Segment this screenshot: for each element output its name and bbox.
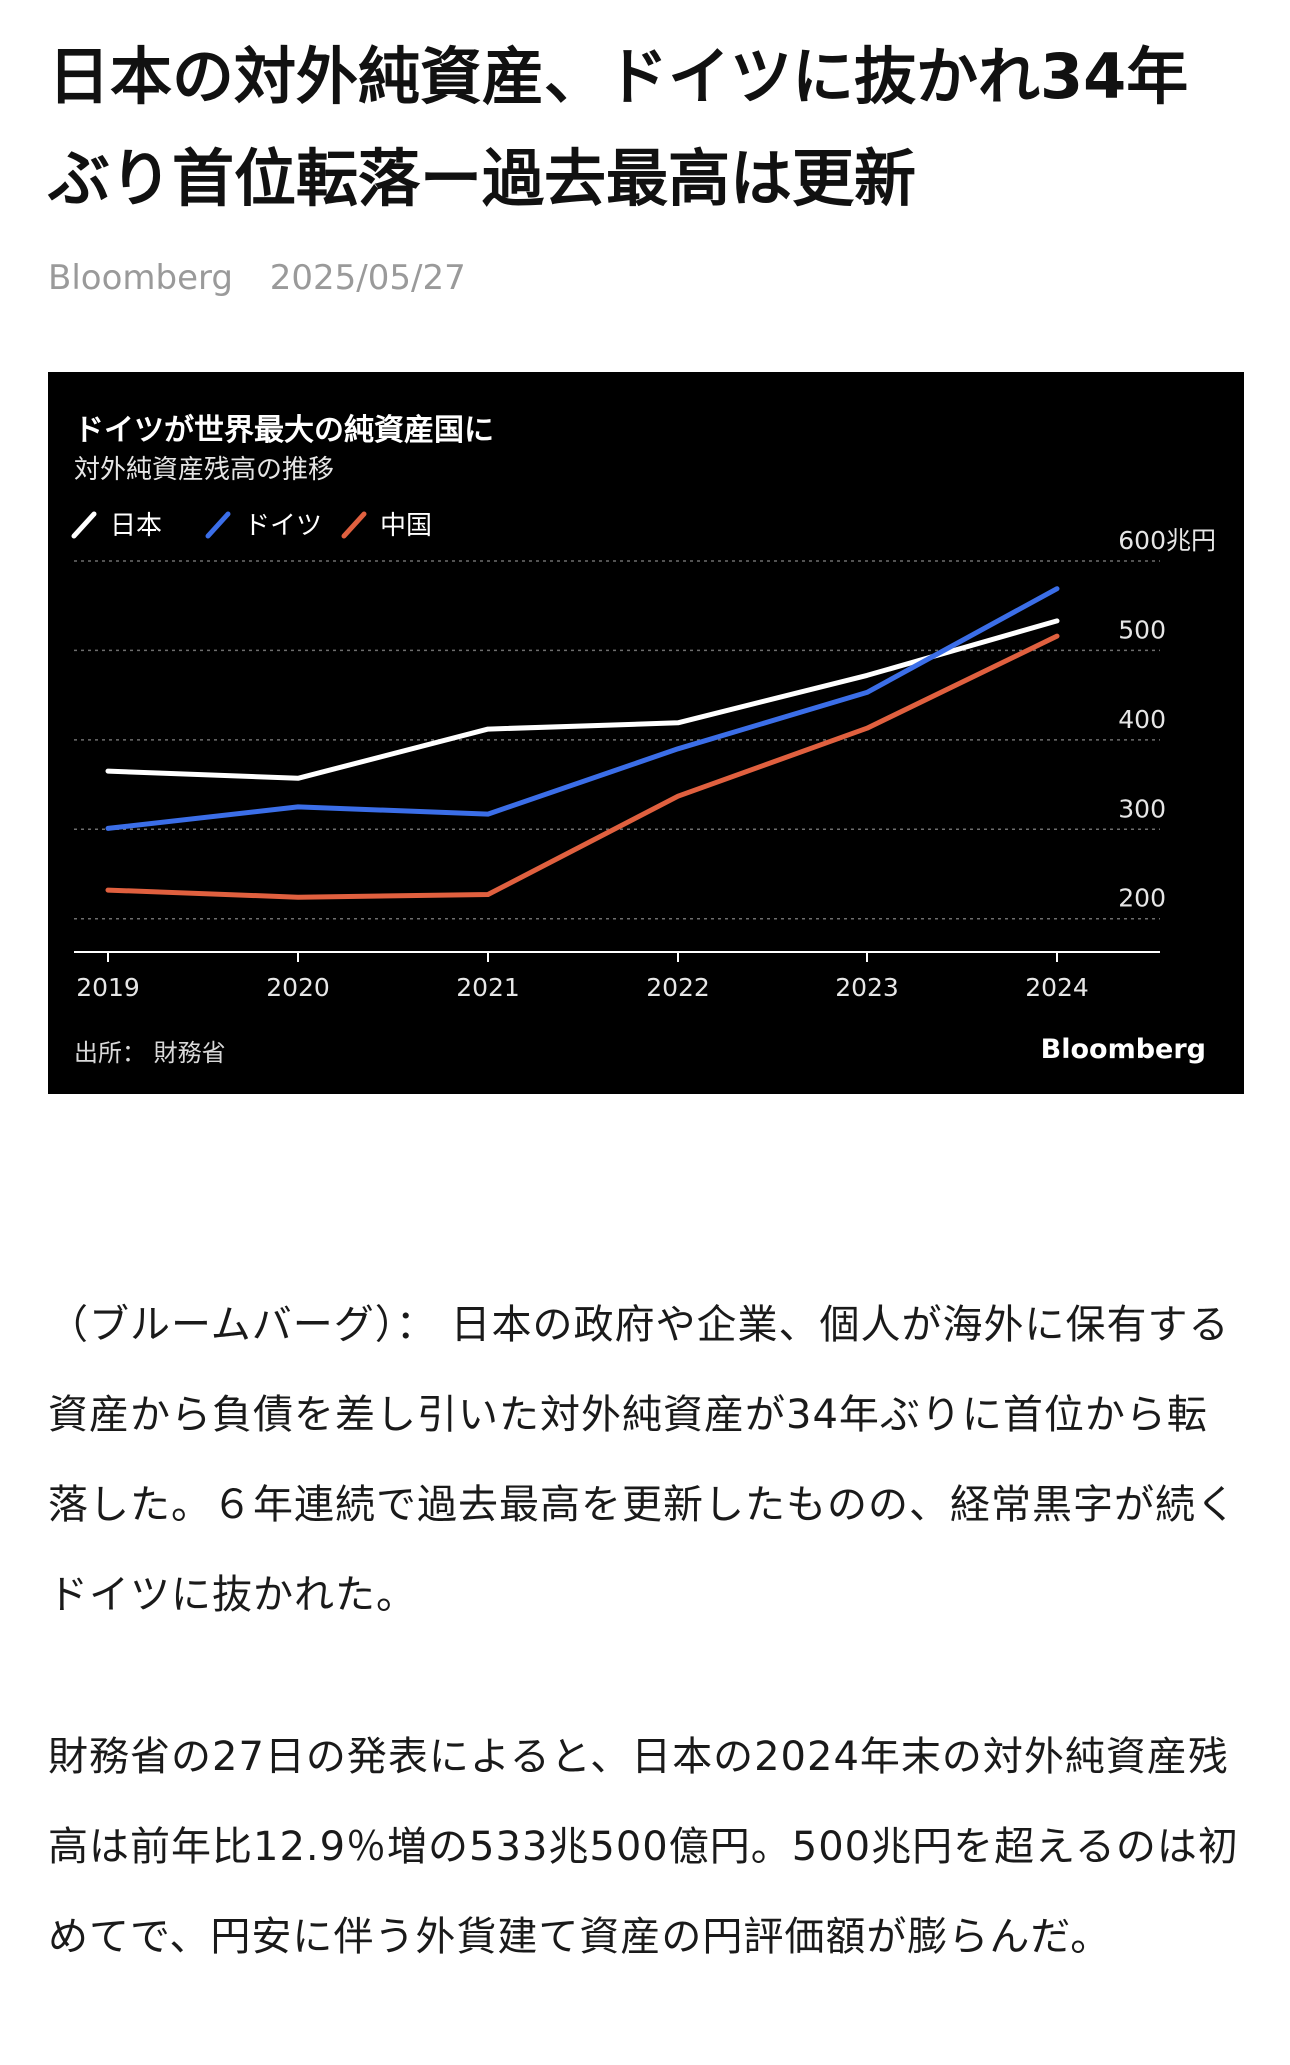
x-tick-label: 2021 bbox=[456, 973, 520, 1002]
x-tick-label: 2023 bbox=[835, 973, 899, 1002]
bloomberg-logo: Bloomberg bbox=[1041, 1034, 1206, 1065]
publish-date: 2025/05/27 bbox=[269, 258, 466, 298]
x-tick-label: 2024 bbox=[1025, 973, 1089, 1002]
x-tick-label: 2022 bbox=[646, 973, 710, 1002]
series-line-2 bbox=[105, 586, 1060, 831]
y-tick-label: 600兆円 bbox=[1118, 526, 1216, 555]
y-tick-label: 300 bbox=[1118, 794, 1166, 823]
line-chart: ドイツが世界最大の純資産国に 対外純資産残高の推移 日本 ドイツ 中国 600兆円 5… bbox=[71, 413, 1216, 1067]
y-tick-label: 200 bbox=[1118, 884, 1166, 913]
chart-title: ドイツが世界最大の純資産国に bbox=[74, 413, 494, 448]
x-tick-label: 2020 bbox=[266, 973, 330, 1002]
legend-label-3: 中国 bbox=[380, 511, 432, 541]
article-paragraph-2: 財務省の27日の発表によると、日本の2024年末の対外純資産残高は前年比12.9… bbox=[48, 1734, 1239, 1960]
legend-swatch-1 bbox=[71, 511, 97, 539]
chart-legend: 日本 ドイツ 中国 bbox=[71, 511, 432, 541]
source-note: 出所： 財務省 bbox=[74, 1039, 226, 1067]
legend-label-2: ドイツ bbox=[244, 511, 322, 541]
x-tick-label: 2019 bbox=[76, 973, 140, 1002]
article-paragraph-1: （ブルームバーグ）： 日本の政府や企業、個人が海外に保有する資産から負債を差し引… bbox=[48, 1302, 1237, 1618]
series-line-1 bbox=[105, 618, 1060, 781]
y-tick-label: 400 bbox=[1118, 705, 1166, 734]
chart-subtitle: 対外純資産残高の推移 bbox=[74, 455, 334, 485]
legend-label-1: 日本 bbox=[110, 511, 162, 541]
series-lines bbox=[105, 586, 1060, 900]
chart-grid bbox=[74, 560, 1160, 920]
series-line-3 bbox=[105, 633, 1060, 900]
y-axis: 600兆円 500 400 300 200 bbox=[1118, 526, 1216, 913]
x-axis: 2019 2020 2021 2022 2023 2024 bbox=[74, 951, 1160, 1002]
chart-figure: ドイツが世界最大の純資産国に 対外純資産残高の推移 日本 ドイツ 中国 600兆円 5… bbox=[48, 372, 1244, 1094]
headline: 日本の対外純資産、ドイツに抜かれ34年ぶり首位転落ー過去最高は更新 bbox=[48, 40, 1189, 215]
legend-swatch-3 bbox=[341, 511, 367, 539]
y-tick-label: 500 bbox=[1118, 615, 1166, 644]
article-meta: Bloomberg 2025/05/27 bbox=[48, 258, 492, 298]
source-name[interactable]: Bloomberg bbox=[48, 258, 233, 298]
legend-swatch-2 bbox=[205, 511, 231, 539]
